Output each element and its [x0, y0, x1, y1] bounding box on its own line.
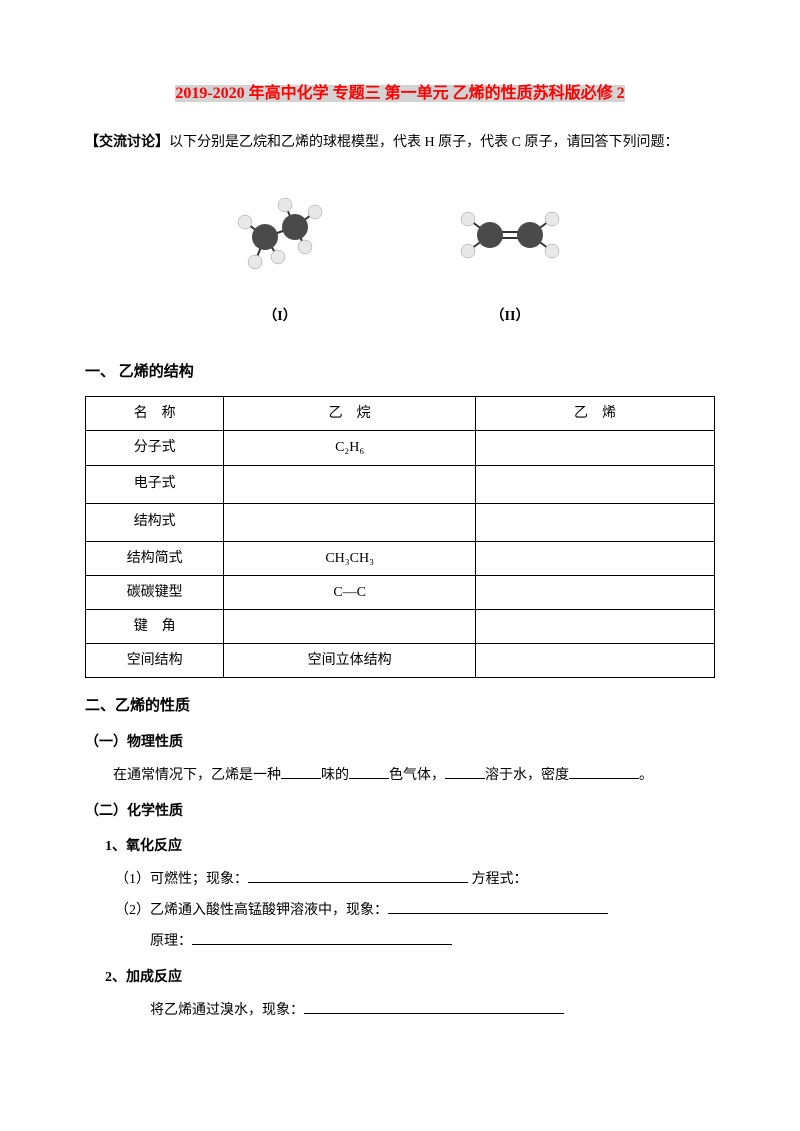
- cell-name: 分子式: [86, 431, 224, 465]
- phys-suffix: 。: [639, 768, 653, 783]
- cell-ethylene: [475, 503, 714, 541]
- blank-color[interactable]: [349, 765, 389, 779]
- table-row: 分子式 C₂H₆: [86, 431, 715, 465]
- blank-soluble[interactable]: [445, 765, 485, 779]
- blank-bromine[interactable]: [304, 1000, 564, 1014]
- addition-text-content: 将乙烯通过溴水，现象：: [150, 1003, 304, 1018]
- ethane-model-block: （I）: [210, 177, 350, 329]
- cell-ethane: [224, 503, 476, 541]
- principle-label: 原理：: [150, 934, 192, 949]
- chemical-heading: （二）化学性质: [85, 799, 715, 824]
- oxidation-item2: （2）乙烯通入酸性高锰酸钾溶液中，现象：: [115, 898, 715, 923]
- table-header-row: 名 称 乙 烷 乙 烯: [86, 397, 715, 431]
- cell-ethane: C₂H₆: [224, 431, 476, 465]
- model2-label: （II）: [430, 304, 590, 329]
- oxidation-principle: 原理：: [150, 929, 715, 954]
- discuss-label: 【交流讨论】: [85, 135, 169, 150]
- cell-name: 结构简式: [86, 541, 224, 575]
- phys-mid2: 色气体，: [389, 768, 445, 783]
- cell-ethylene: [475, 609, 714, 643]
- ox-item1-suffix: 方程式：: [468, 872, 528, 887]
- blank-principle[interactable]: [192, 931, 452, 945]
- oxidation-heading: 1、氧化反应: [105, 834, 715, 859]
- cell-ethylene: [475, 575, 714, 609]
- section1-heading: 一、 乙烯的结构: [85, 359, 715, 386]
- cell-ethane: [224, 609, 476, 643]
- ethylene-model-svg: [430, 177, 590, 287]
- cell-ethylene: [475, 541, 714, 575]
- phys-mid1: 味的: [321, 768, 349, 783]
- cell-name: 碳碳键型: [86, 575, 224, 609]
- table-row: 结构简式 CH₃CH₃: [86, 541, 715, 575]
- blank-taste[interactable]: [281, 765, 321, 779]
- cell-ethane: [224, 465, 476, 503]
- header-name: 名 称: [86, 397, 224, 431]
- cell-name: 空间结构: [86, 644, 224, 678]
- blank-kmno4[interactable]: [388, 900, 608, 914]
- cell-ethane: C—C: [224, 575, 476, 609]
- discuss-text: 以下分别是乙烷和乙烯的球棍模型，代表 H 原子，代表 C 原子，请回答下列问题：: [169, 135, 678, 150]
- cell-name: 键 角: [86, 609, 224, 643]
- model1-label: （I）: [210, 304, 350, 329]
- ethane-model-svg: [210, 177, 350, 287]
- title-text: 2019-2020 年高中化学 专题三 第一单元 乙烯的性质苏科版必修 2: [175, 85, 624, 102]
- phys-prefix: 在通常情况下，乙烯是一种: [113, 768, 281, 783]
- discussion-paragraph: 【交流讨论】以下分别是乙烷和乙烯的球棍模型，代表 H 原子，代表 C 原子，请回…: [85, 129, 715, 157]
- table-row: 结构式: [86, 503, 715, 541]
- physical-heading: （一）物理性质: [85, 730, 715, 755]
- cell-ethylene: [475, 644, 714, 678]
- cell-ethylene: [475, 431, 714, 465]
- blank-density[interactable]: [569, 765, 639, 779]
- blank-combustible[interactable]: [248, 869, 468, 883]
- table-row: 电子式: [86, 465, 715, 503]
- ox-item1-prefix: （1）可燃性；现象：: [115, 872, 248, 887]
- addition-heading: 2、加成反应: [105, 965, 715, 990]
- table-row: 键 角: [86, 609, 715, 643]
- molecular-models: （I） （II）: [85, 177, 715, 329]
- phys-mid3: 溶于水，密度: [485, 768, 569, 783]
- cell-ethylene: [475, 465, 714, 503]
- ox-item2-prefix: （2）乙烯通入酸性高锰酸钾溶液中，现象：: [115, 903, 388, 918]
- addition-text: 将乙烯通过溴水，现象：: [150, 998, 715, 1023]
- header-ethylene: 乙 烯: [475, 397, 714, 431]
- header-ethane: 乙 烷: [224, 397, 476, 431]
- oxidation-item1: （1）可燃性；现象： 方程式：: [115, 867, 715, 892]
- structure-table: 名 称 乙 烷 乙 烯 分子式 C₂H₆ 电子式 结构式 结构简式 CH₃CH₃…: [85, 396, 715, 678]
- cell-name: 电子式: [86, 465, 224, 503]
- table-row: 空间结构 空间立体结构: [86, 644, 715, 678]
- section2-heading: 二、乙烯的性质: [85, 693, 715, 720]
- physical-text: 在通常情况下，乙烯是一种 味的 色气体， 溶于水，密度 。: [85, 763, 715, 788]
- ethylene-model-block: （II）: [430, 177, 590, 329]
- table-row: 碳碳键型 C—C: [86, 575, 715, 609]
- cell-name: 结构式: [86, 503, 224, 541]
- page-title: 2019-2020 年高中化学 专题三 第一单元 乙烯的性质苏科版必修 2: [85, 80, 715, 109]
- cell-ethane: CH₃CH₃: [224, 541, 476, 575]
- cell-ethane: 空间立体结构: [224, 644, 476, 678]
